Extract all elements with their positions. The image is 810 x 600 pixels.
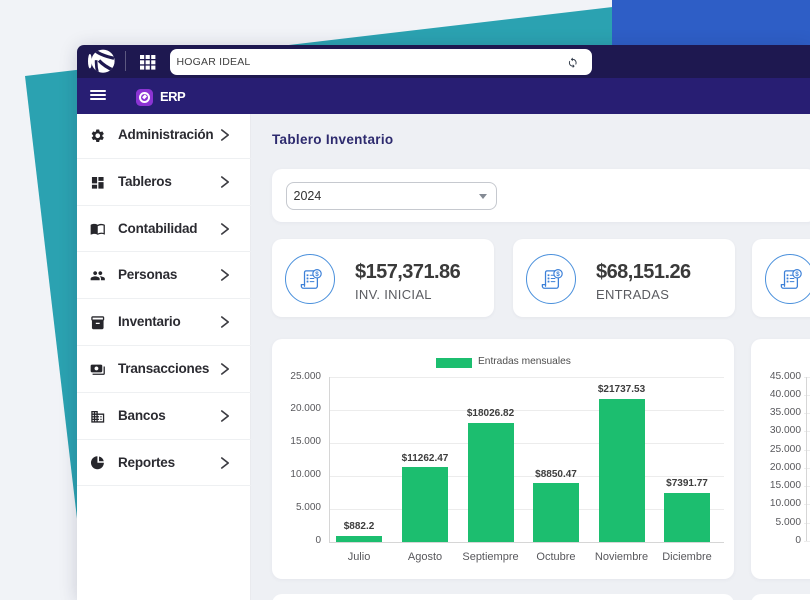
svg-text:$: $	[315, 271, 319, 278]
svg-text:$: $	[795, 271, 799, 278]
svg-text:$: $	[556, 271, 560, 278]
